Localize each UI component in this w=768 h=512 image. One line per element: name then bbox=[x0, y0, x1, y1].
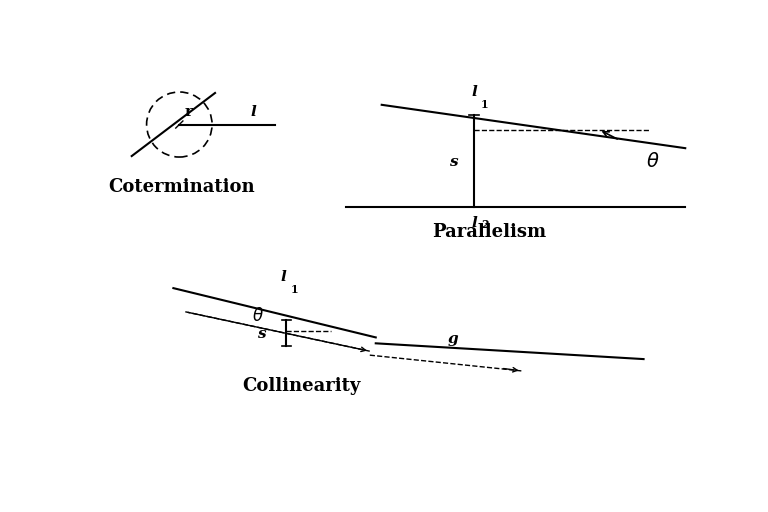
Text: $\theta$: $\theta$ bbox=[252, 307, 264, 325]
Text: r: r bbox=[184, 104, 192, 119]
Text: Cotermination: Cotermination bbox=[108, 178, 254, 196]
Text: l: l bbox=[471, 216, 477, 230]
Text: s: s bbox=[257, 327, 266, 342]
Text: l: l bbox=[251, 104, 257, 119]
Text: 1: 1 bbox=[290, 284, 298, 295]
Text: 2: 2 bbox=[481, 219, 488, 230]
Text: Collinearity: Collinearity bbox=[242, 377, 360, 395]
Text: g: g bbox=[448, 332, 458, 347]
Text: s: s bbox=[449, 155, 458, 169]
Text: Parallelism: Parallelism bbox=[432, 223, 546, 241]
Text: $\theta$: $\theta$ bbox=[646, 153, 659, 172]
Text: l: l bbox=[471, 85, 477, 99]
Text: 1: 1 bbox=[481, 99, 488, 110]
Text: l: l bbox=[280, 270, 286, 284]
